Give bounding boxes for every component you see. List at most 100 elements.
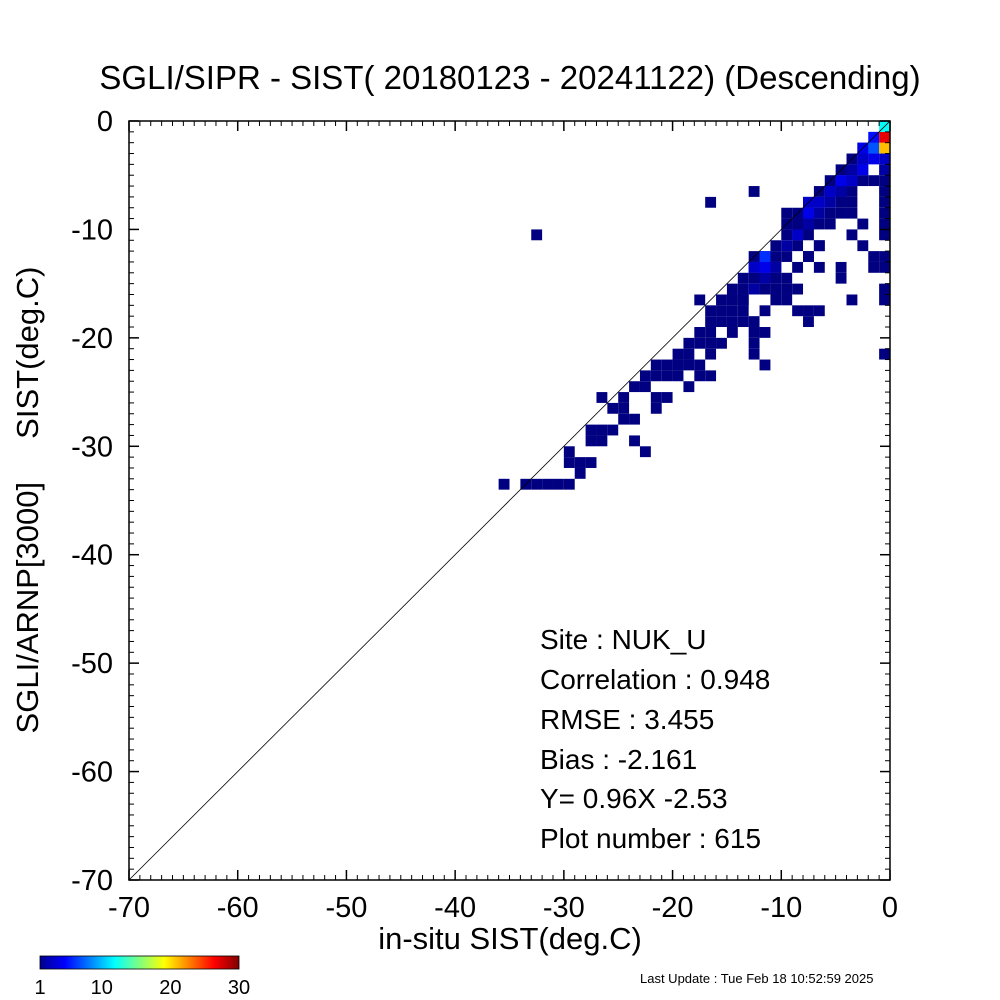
density-cell xyxy=(879,153,890,165)
density-cell xyxy=(792,229,804,241)
density-cell xyxy=(813,240,825,252)
density-cell xyxy=(737,305,749,317)
minor-ticks xyxy=(129,121,890,880)
density-cell xyxy=(672,359,684,371)
density-cell xyxy=(813,261,825,273)
regression-label: Y= 0.96X -2.53 xyxy=(540,783,728,814)
density-cell xyxy=(803,207,814,219)
density-cell xyxy=(857,218,869,230)
density-cell xyxy=(574,457,586,468)
density-cell xyxy=(792,261,804,273)
density-cell xyxy=(563,446,575,458)
density-cell xyxy=(596,435,608,447)
density-cell xyxy=(770,294,782,306)
site-label: Site : NUK_U xyxy=(540,624,707,655)
major-ticks xyxy=(128,120,891,881)
density-cell xyxy=(813,305,825,317)
correlation-label: Correlation : 0.948 xyxy=(540,664,770,695)
density-cell xyxy=(639,370,651,382)
y-axis-label: SGLI/ARNP[3000] SIST(deg.C) xyxy=(10,267,45,734)
density-cell xyxy=(585,435,597,447)
density-cell xyxy=(792,283,804,295)
rmse-label: RMSE : 3.455 xyxy=(540,704,714,735)
density-cell xyxy=(868,251,880,262)
density-cell xyxy=(792,305,804,317)
density-cell xyxy=(650,392,662,403)
density-cell xyxy=(607,424,619,436)
density-cell xyxy=(759,251,771,262)
density-cell xyxy=(726,327,738,338)
density-cell xyxy=(770,261,782,273)
density-cell xyxy=(846,164,858,176)
y-tick-labels: 0 -10 -20 -30 -40 -50 -60 -70 xyxy=(71,106,113,897)
x-tick-labels: -70 -60 -50 -40 -30 -20 -10 0 xyxy=(108,892,898,924)
density-cell xyxy=(781,272,793,284)
density-cell xyxy=(683,381,695,393)
density-cell xyxy=(748,316,760,328)
density-cell xyxy=(835,175,847,187)
x-axis-label: in-situ SIST(deg.C) xyxy=(378,921,642,956)
density-cell xyxy=(770,240,782,252)
density-cell xyxy=(498,478,510,490)
density-cell xyxy=(781,240,793,252)
density-cell xyxy=(694,370,706,382)
chart-title: SGLI/SIPR - SIST( 20180123 - 20241122) (… xyxy=(99,59,920,96)
density-cell xyxy=(737,294,749,306)
density-cell xyxy=(759,359,771,371)
x-tick-label: -60 xyxy=(217,892,259,924)
density-cell xyxy=(683,359,695,371)
density-cell xyxy=(748,186,760,197)
y-tick-label: 0 xyxy=(97,106,113,138)
density-cell xyxy=(650,370,662,382)
density-cell xyxy=(759,305,771,317)
density-cell xyxy=(629,413,640,425)
density-cell xyxy=(781,229,793,241)
density-cell xyxy=(879,196,890,208)
density-cell xyxy=(716,316,727,328)
density-cell xyxy=(705,337,717,349)
density-cell xyxy=(574,467,586,479)
density-cell xyxy=(879,283,890,295)
y-tick-label: -40 xyxy=(71,540,113,572)
density-cell xyxy=(846,294,858,306)
density-cell xyxy=(705,327,717,338)
density-cell xyxy=(846,229,858,241)
density-cell xyxy=(868,153,880,165)
density-cell xyxy=(705,196,717,208)
density-cell xyxy=(770,283,782,295)
density-cell xyxy=(694,327,706,338)
density-cell xyxy=(868,261,880,273)
density-cell xyxy=(694,359,706,371)
x-tick-label: -10 xyxy=(760,892,802,924)
density-cell xyxy=(846,186,858,197)
colorbar xyxy=(39,955,240,970)
density-cell xyxy=(683,337,695,349)
density-cell xyxy=(803,316,814,328)
density-cell xyxy=(857,164,869,176)
x-tick-label: -40 xyxy=(434,892,476,924)
density-cell xyxy=(639,446,651,458)
density-cell xyxy=(824,196,836,208)
density-cell xyxy=(705,370,717,382)
density-cell xyxy=(835,207,847,219)
density-cell xyxy=(803,305,814,317)
density-cell xyxy=(879,294,890,306)
density-cell xyxy=(716,337,727,349)
density-cell xyxy=(846,196,858,208)
density-cell xyxy=(748,337,760,349)
density-cell xyxy=(585,457,597,468)
density-cell xyxy=(879,131,890,143)
density-cell xyxy=(683,348,695,360)
density-cell xyxy=(781,207,793,219)
density-cell xyxy=(759,327,771,338)
density-cell xyxy=(792,240,804,252)
density-cell xyxy=(716,294,727,306)
one-to-one-line xyxy=(128,120,891,881)
density-cell xyxy=(705,348,717,360)
density-cell xyxy=(868,142,880,154)
density-cell xyxy=(879,348,890,360)
density-cell xyxy=(726,316,738,328)
density-cells xyxy=(498,121,890,490)
density-cell xyxy=(552,478,564,490)
